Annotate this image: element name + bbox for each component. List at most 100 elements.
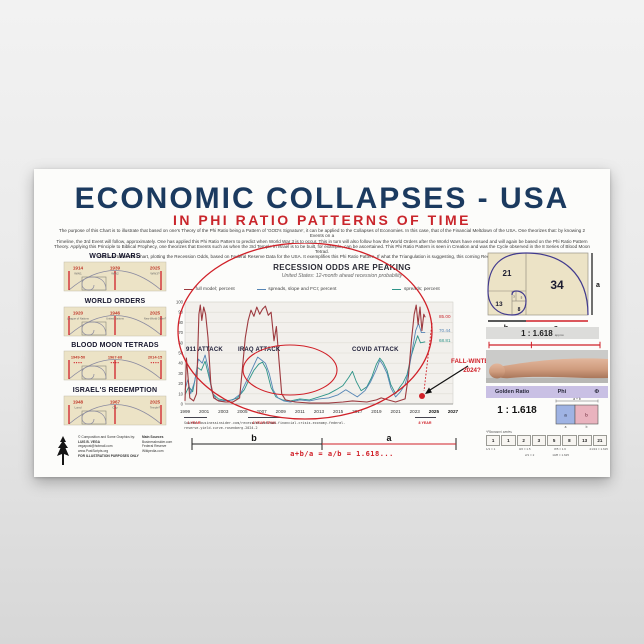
phi-overlay: FALL-WINTER 2024?: [177, 243, 493, 420]
phi-measure-line: [488, 341, 601, 349]
x-tick-label: 2005: [237, 409, 248, 414]
event-year: 2025: [150, 400, 161, 405]
x-tick-label: 2021: [390, 409, 401, 414]
golden-rectangle-diagram: 21 34 13 8 5 3 a b a: [487, 252, 600, 332]
fibonacci-ratio: 3/2 = 1.5: [518, 447, 531, 451]
square-3-label: 3: [513, 295, 515, 299]
side-a-label: a: [596, 282, 600, 289]
x-tick-label: 2023: [410, 409, 421, 414]
credit-line: © Composition and Some Graphics by:: [78, 435, 136, 439]
fibonacci-cell: 1: [486, 435, 501, 446]
ab-bottom-a: a: [565, 425, 567, 429]
fibonacci-cell: 3: [531, 435, 546, 446]
y-tick-label: 70: [178, 330, 183, 335]
x-tick-label: 2011: [295, 409, 305, 414]
event-label: Temple?: [150, 406, 161, 410]
phi-symbol: Φ: [594, 389, 599, 395]
event-label: City: [112, 406, 118, 410]
section-title: BLOOD MOON TETRADS: [71, 342, 159, 349]
ab-bottom-b: b: [586, 425, 588, 429]
x-tick-label: 2015: [333, 409, 344, 414]
y-tick-label: 50: [178, 351, 183, 356]
arrow-head: [425, 387, 432, 394]
event-year: 1920: [73, 311, 84, 316]
y-tick-label: 60: [178, 340, 183, 345]
ab-b-label: b: [585, 413, 588, 418]
phi-formula: a+b/a = a/b = 1.618...: [290, 450, 394, 458]
legend-swatch: [392, 288, 402, 291]
fist-shape: [489, 363, 505, 379]
event-label: Land: [75, 406, 82, 410]
intro-line: The purpose of this Chart is to illustra…: [58, 228, 586, 239]
sidebar-section-blood-moon-tetrads: BLOOD MOON TETRADS 1949-50 1967-68 2014-15…: [58, 342, 172, 382]
phi-segment-diagram: b a: [191, 433, 457, 450]
x-tick-label: 2003: [218, 409, 229, 414]
event-label: New World Order?: [144, 317, 167, 321]
credits-author: © Composition and Some Graphics by: LUIS …: [78, 435, 139, 459]
y-tick-label: 10: [178, 391, 183, 396]
square-8-label: 8: [518, 307, 521, 313]
credit-line: Federal Reserve: [142, 444, 167, 449]
y-tick-label: 30: [178, 371, 183, 376]
sidebar-section-world-wars: WORLD WARS 1914 1939 2025 WW1 WW2 WW3?: [58, 253, 172, 293]
phi-bar-label: Golden Ratio: [495, 389, 530, 395]
source-line: Source: businessinsider.com/recession-ou…: [184, 421, 346, 425]
phi-spiral-graphic: 1948 1967 2025 Land City Temple?: [63, 395, 167, 426]
section-title: WORLD WARS: [89, 253, 141, 260]
intro-line: Theory. Applying this Principle to Bibli…: [54, 243, 590, 255]
legend-item-spreads-fci: spreads, slope and FCI; percent: [256, 287, 336, 292]
page-title: ECONOMIC COLLAPSES - USA: [74, 182, 570, 215]
x-tick-label: 2019: [371, 409, 382, 414]
page-subtitle: IN PHI RATIO PATTERNS OF TIME: [172, 212, 472, 228]
credit-line: vegapost@hotmail.com: [78, 444, 113, 449]
chart-title: RECESSION ODDS ARE PEAKING: [273, 263, 411, 272]
event-annotation: COVID ATTACK: [352, 347, 399, 353]
y-tick-label: 100: [176, 300, 184, 305]
series-line: [184, 304, 426, 404]
chart-legend: full model; percent spreads, slope and F…: [184, 287, 504, 292]
phi-spiral-graphic: 1949-50 1967-68 2014-15●●●● ●●●● ●●●●: [63, 350, 167, 381]
phi-timelines-sidebar: WORLD WARS 1914 1939 2025 WW1 WW2 WW3? WORLD …: [58, 253, 172, 426]
ab-a-label: a: [564, 413, 567, 418]
forecast-label: 2024?: [463, 367, 481, 374]
x-tick-label: 2001: [199, 409, 210, 414]
fibonacci-cell: 2: [516, 435, 531, 446]
fibonacci-ratio: 21/13 = 1.615: [589, 447, 608, 451]
ab-top-label: a + b: [573, 397, 581, 401]
postscripts-logo-icon: [57, 436, 69, 465]
phi-spiral-graphic: 1920 1946 2025 League of Nations United Nati…: [63, 306, 167, 337]
legend-swatch: [256, 288, 266, 291]
intro-paragraph: The purpose of this Chart is to illustra…: [52, 228, 592, 260]
event-year: 2014-15: [148, 355, 163, 360]
sidebar-section-world-orders: WORLD ORDERS 1920 1946 2025 League of Natio…: [58, 298, 172, 338]
event-label: United Nations: [106, 317, 124, 321]
square-5-label: 5: [521, 296, 523, 300]
fibonacci-cell: 8: [562, 435, 577, 446]
x-tick-label: 2007: [256, 409, 267, 414]
legend-label: full model; percent: [195, 287, 235, 292]
event-year: 1948: [73, 400, 84, 405]
x-axis-labels: 1999 2001 2003 2005 2007 2009 2011 2013 2015 2017…: [180, 409, 459, 425]
credit-line: BusinessInsider.com: [142, 439, 173, 444]
arm-shape: [492, 358, 608, 379]
square-21-label: 21: [503, 269, 512, 278]
credit-line: Main Sources: [142, 435, 164, 439]
chart-subtitle: United States: 12-month ahead recession …: [281, 273, 403, 279]
square-13-label: 13: [495, 301, 503, 308]
legend-item-spreads: spreads; percent: [392, 287, 440, 292]
event-year: 1946: [110, 311, 121, 316]
chart-annotations: 911 ATTACK IRAQ ATTACK COVID ATTACK 85.00 70…: [186, 314, 451, 353]
segment-b-label: b: [251, 433, 257, 443]
intro-line: One has taken the Chart, plotting the Re…: [97, 254, 547, 260]
end-value-label: 68.81: [439, 338, 451, 343]
event-annotation: IRAQ ATTACK: [238, 347, 281, 353]
fibonacci-ratio: 1/1 = 1: [486, 447, 496, 451]
golden-ratio-phi-bar: Golden Ratio Phi Φ: [486, 386, 608, 398]
legend-item-full-model: full model; percent: [184, 287, 235, 292]
x-tick-label: 2025: [429, 409, 440, 414]
forecast-label: FALL-WINTER: [451, 358, 493, 365]
tetrad-dots: ●●●●: [150, 361, 159, 365]
tetrad-dots: ●●●●: [110, 361, 119, 365]
